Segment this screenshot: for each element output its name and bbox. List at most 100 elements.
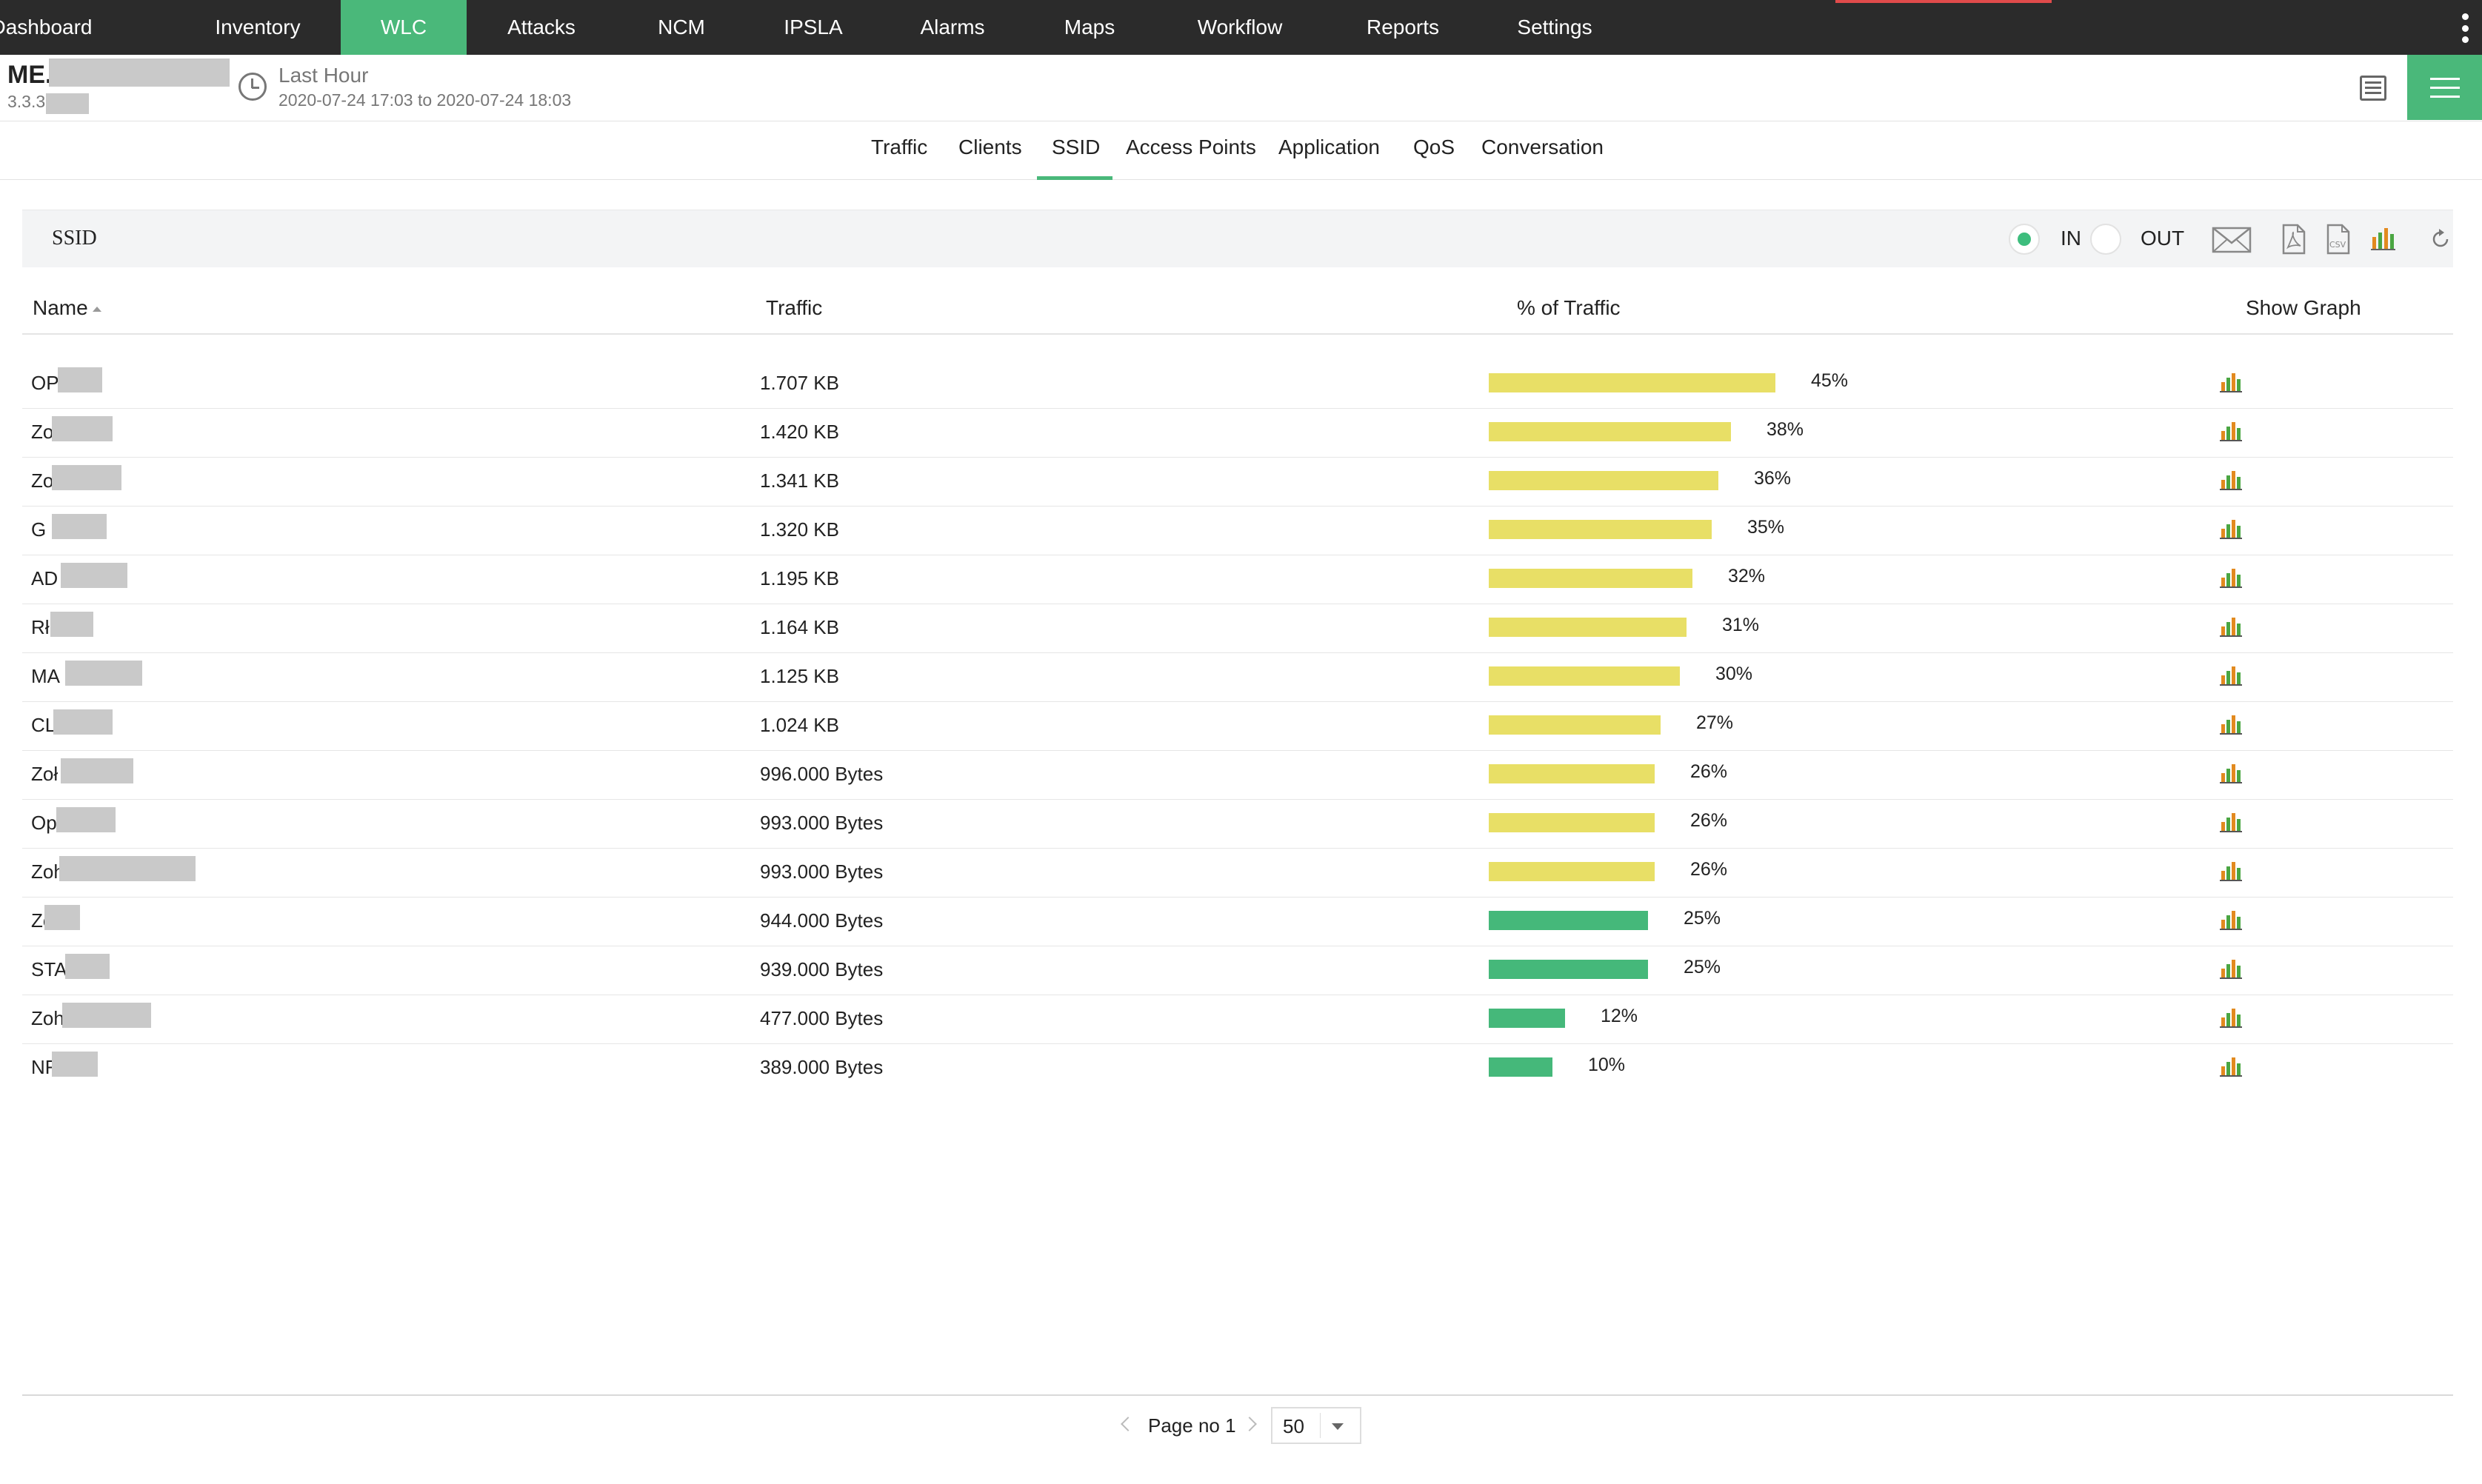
in-radio[interactable]	[2009, 224, 2040, 255]
table-row: Zoh 993.000 Bytes 26%	[22, 849, 2453, 898]
show-graph-icon[interactable]	[2219, 810, 2244, 834]
column-header-percent[interactable]: % of Traffic	[1517, 296, 1621, 319]
show-graph-icon[interactable]	[2219, 517, 2244, 541]
page-label: Page no 1	[1148, 1414, 1236, 1437]
traffic-percent-label: 38%	[1767, 419, 1804, 440]
ssid-name-redaction	[52, 416, 113, 441]
table-row: Zoł 996.000 Bytes 26%	[22, 751, 2453, 800]
traffic-value: 993.000 Bytes	[760, 860, 884, 883]
show-graph-icon[interactable]	[2219, 908, 2244, 932]
table-row: Op 993.000 Bytes 26%	[22, 800, 2453, 849]
clock-icon[interactable]	[238, 73, 267, 101]
csv-icon[interactable]: CSV	[2326, 224, 2351, 255]
traffic-percent-label: 31%	[1722, 615, 1760, 635]
column-header-show-graph: Show Graph	[2246, 296, 2361, 319]
traffic-percent-bar	[1489, 813, 1655, 832]
tab-conversation[interactable]: Conversation	[1481, 136, 1604, 158]
traffic-value: 944.000 Bytes	[760, 909, 884, 932]
traffic-percent-bar	[1489, 373, 1775, 392]
hamburger-menu-button[interactable]	[2407, 55, 2482, 120]
ssid-name-redaction	[44, 905, 80, 930]
ssid-name: Op	[31, 812, 57, 834]
more-options-icon[interactable]	[2460, 13, 2470, 43]
column-header-name[interactable]: Name	[33, 296, 101, 320]
page-size-select[interactable]: 50	[1271, 1407, 1361, 1444]
tab-ssid[interactable]: SSID	[1052, 136, 1101, 158]
table-row: CL 1.024 KB 27%	[22, 702, 2453, 751]
report-icon[interactable]	[2360, 76, 2386, 101]
device-name: ME.	[7, 61, 53, 89]
traffic-percent-label: 36%	[1754, 468, 1792, 489]
show-graph-icon[interactable]	[2219, 712, 2244, 736]
period-label[interactable]: Last Hour	[278, 64, 369, 87]
chevron-down-icon[interactable]	[1332, 1423, 1344, 1430]
tab-clients[interactable]: Clients	[958, 136, 1022, 158]
mail-icon[interactable]	[2212, 227, 2252, 253]
traffic-percent-label: 30%	[1715, 664, 1753, 684]
nav-item-ipsla[interactable]: IPSLA	[784, 16, 843, 39]
ssid-name-redaction	[50, 612, 93, 637]
traffic-value: 1.024 KB	[760, 714, 839, 736]
nav-item-reports[interactable]: Reports	[1366, 16, 1440, 39]
sub-tabs: Traffic Clients SSID Access Points Appli…	[0, 122, 2482, 180]
tab-access-points[interactable]: Access Points	[1126, 136, 1256, 158]
table-row: Zo 1.341 KB 36%	[22, 458, 2453, 507]
show-graph-icon[interactable]	[2219, 370, 2244, 394]
panel-header: SSID IN OUT CSV	[22, 210, 2453, 267]
out-radio[interactable]	[2090, 224, 2121, 255]
tab-qos[interactable]: QoS	[1413, 136, 1455, 158]
traffic-value: 1.164 KB	[760, 616, 839, 638]
show-graph-icon[interactable]	[2219, 1054, 2244, 1078]
previous-page-icon[interactable]	[1121, 1417, 1135, 1431]
nav-item-maps[interactable]: Maps	[1064, 16, 1115, 39]
table-header: Name Traffic % of Traffic Show Graph	[22, 281, 2453, 335]
nav-item-inventory[interactable]: Inventory	[215, 16, 301, 39]
nav-accent-line	[1835, 0, 2052, 3]
refresh-icon[interactable]	[2429, 228, 2452, 250]
show-graph-icon[interactable]	[2219, 1006, 2244, 1029]
traffic-percent-bar	[1489, 569, 1692, 588]
tab-traffic[interactable]: Traffic	[871, 136, 928, 158]
nav-item-settings[interactable]: Settings	[1517, 16, 1592, 39]
show-graph-icon[interactable]	[2219, 859, 2244, 883]
show-graph-icon[interactable]	[2219, 664, 2244, 687]
traffic-percent-label: 45%	[1811, 370, 1849, 391]
show-graph-icon[interactable]	[2219, 566, 2244, 589]
column-header-traffic[interactable]: Traffic	[766, 296, 823, 319]
period-range: 2020-07-24 17:03 to 2020-07-24 18:03	[278, 90, 572, 110]
traffic-percent-label: 35%	[1747, 517, 1785, 538]
ssid-name-redaction	[65, 954, 110, 979]
ssid-name-redaction	[56, 807, 116, 832]
traffic-percent-bar	[1489, 666, 1680, 686]
nav-item-wlc[interactable]: WLC	[341, 0, 467, 55]
pdf-icon[interactable]	[2281, 224, 2306, 255]
traffic-percent-bar	[1489, 715, 1661, 735]
svg-text:CSV: CSV	[2329, 240, 2346, 250]
nav-item-dashboard[interactable]: Dashboard	[0, 16, 93, 39]
nav-item-workflow[interactable]: Workflow	[1197, 16, 1283, 39]
tab-application[interactable]: Application	[1278, 136, 1380, 158]
nav-item-alarms[interactable]: Alarms	[920, 16, 985, 39]
bar-chart-icon[interactable]	[2370, 225, 2397, 252]
nav-item-attacks[interactable]: Attacks	[507, 16, 576, 39]
ssid-name: STA	[31, 958, 67, 980]
traffic-percent-label: 25%	[1684, 957, 1721, 977]
traffic-percent-label: 32%	[1728, 566, 1766, 586]
traffic-percent-bar	[1489, 422, 1731, 441]
ssid-name-redaction	[65, 661, 142, 686]
show-graph-icon[interactable]	[2219, 761, 2244, 785]
show-graph-icon[interactable]	[2219, 468, 2244, 492]
table-row: Zc 944.000 Bytes 25%	[22, 898, 2453, 946]
nav-item-ncm[interactable]: NCM	[658, 16, 705, 39]
ssid-name: Zoh	[31, 1007, 64, 1029]
ssid-name: Zo	[31, 469, 54, 492]
ssid-name: CL	[31, 714, 56, 736]
show-graph-icon[interactable]	[2219, 957, 2244, 980]
table-row: G 1.320 KB 35%	[22, 507, 2453, 555]
show-graph-icon[interactable]	[2219, 419, 2244, 443]
show-graph-icon[interactable]	[2219, 615, 2244, 638]
sort-icon[interactable]	[92, 307, 101, 312]
device-ip-redaction	[46, 93, 89, 114]
next-page-icon[interactable]	[1242, 1417, 1257, 1431]
ssid-name: Rł	[31, 616, 50, 638]
